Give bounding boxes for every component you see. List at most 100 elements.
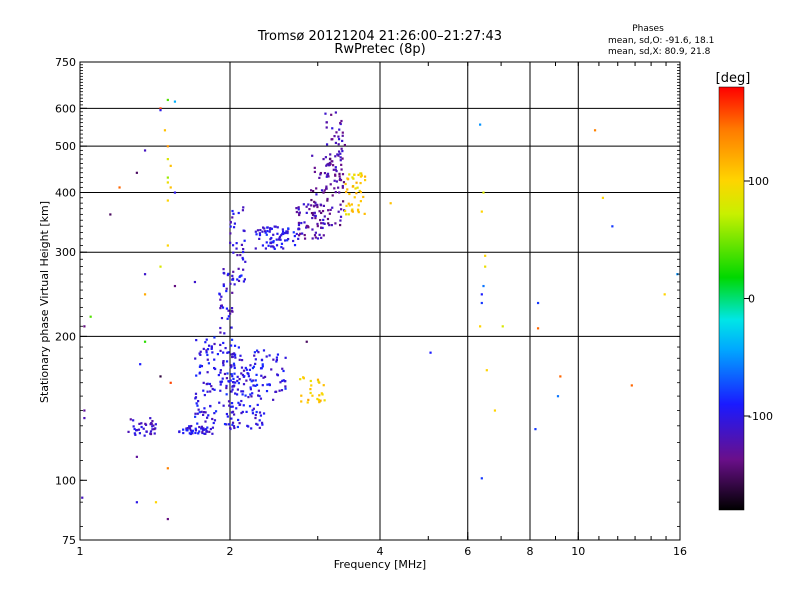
data-point [311, 154, 314, 157]
data-point [332, 168, 335, 171]
data-point [150, 422, 153, 425]
data-point [236, 254, 239, 257]
data-point [217, 373, 220, 377]
data-point [230, 353, 233, 356]
data-point [242, 250, 245, 254]
data-point [337, 210, 340, 213]
data-point [357, 211, 360, 214]
data-point [198, 430, 201, 433]
data-point [233, 366, 236, 370]
data-point [135, 171, 138, 174]
data-point [258, 232, 261, 235]
data-point [313, 211, 316, 214]
data-point [338, 128, 341, 131]
data-point [230, 402, 234, 405]
data-point [196, 412, 199, 415]
data-point [263, 375, 267, 379]
data-point [189, 429, 192, 432]
data-point [359, 200, 362, 203]
data-point [307, 203, 310, 206]
data-point [219, 298, 222, 301]
data-point [235, 393, 239, 396]
data-point [231, 423, 234, 426]
data-point [257, 389, 260, 392]
data-point [253, 351, 256, 354]
data-point [221, 377, 224, 380]
data-point [338, 177, 342, 180]
data-point [302, 376, 305, 379]
data-point [334, 173, 337, 176]
data-point [225, 377, 229, 380]
data-point [152, 424, 155, 427]
data-point [136, 429, 139, 432]
data-point [200, 365, 204, 368]
data-point [341, 200, 345, 203]
data-point [270, 236, 273, 240]
data-point [225, 287, 228, 290]
data-point [194, 429, 198, 432]
data-point [143, 293, 147, 296]
data-point [482, 284, 485, 288]
data-point [226, 273, 229, 277]
data-point [310, 189, 313, 192]
data-point [264, 231, 267, 234]
data-point [480, 210, 483, 213]
data-point [300, 221, 303, 225]
data-point [337, 150, 341, 153]
data-point [166, 467, 169, 470]
data-point [292, 239, 295, 243]
data-point [333, 135, 336, 138]
data-point [241, 209, 245, 212]
data-point [297, 223, 301, 227]
data-point [241, 410, 244, 414]
data-point [348, 173, 351, 176]
data-point [282, 369, 285, 373]
data-point [277, 238, 281, 241]
data-point [236, 375, 239, 378]
data-point [231, 381, 235, 384]
data-point [247, 395, 250, 399]
data-point [240, 274, 243, 277]
data-point [213, 419, 217, 422]
data-point [318, 210, 321, 213]
data-point [334, 222, 337, 225]
data-point [166, 145, 169, 148]
data-point [328, 224, 331, 227]
data-point [359, 181, 362, 185]
data-point [331, 127, 334, 130]
data-point [484, 254, 487, 257]
data-point [305, 205, 308, 208]
data-point [276, 226, 279, 229]
colorbar-label: [deg] [716, 71, 751, 86]
data-point [245, 379, 248, 382]
data-point [266, 229, 269, 233]
data-point [232, 270, 235, 273]
data-point [159, 265, 162, 268]
data-point [154, 423, 157, 426]
data-point [231, 244, 235, 247]
data-point [318, 176, 321, 179]
data-point [143, 273, 147, 276]
data-point [159, 375, 162, 378]
data-point [265, 355, 268, 358]
data-point [198, 411, 201, 414]
data-point [194, 415, 197, 418]
data-point [228, 404, 231, 407]
data-point [334, 141, 338, 145]
data-point [194, 397, 197, 400]
data-point [314, 201, 317, 204]
data-point [556, 395, 560, 398]
data-point [138, 432, 142, 435]
data-point [359, 191, 363, 194]
data-point [284, 356, 287, 359]
data-point [285, 230, 288, 233]
data-point [319, 173, 322, 176]
data-point [339, 121, 342, 125]
data-point [320, 226, 323, 229]
data-point [307, 398, 310, 402]
data-point [346, 188, 349, 191]
data-point [559, 375, 562, 378]
y-tick-label: 750 [55, 56, 76, 69]
data-point [188, 427, 192, 430]
data-point [323, 399, 326, 402]
